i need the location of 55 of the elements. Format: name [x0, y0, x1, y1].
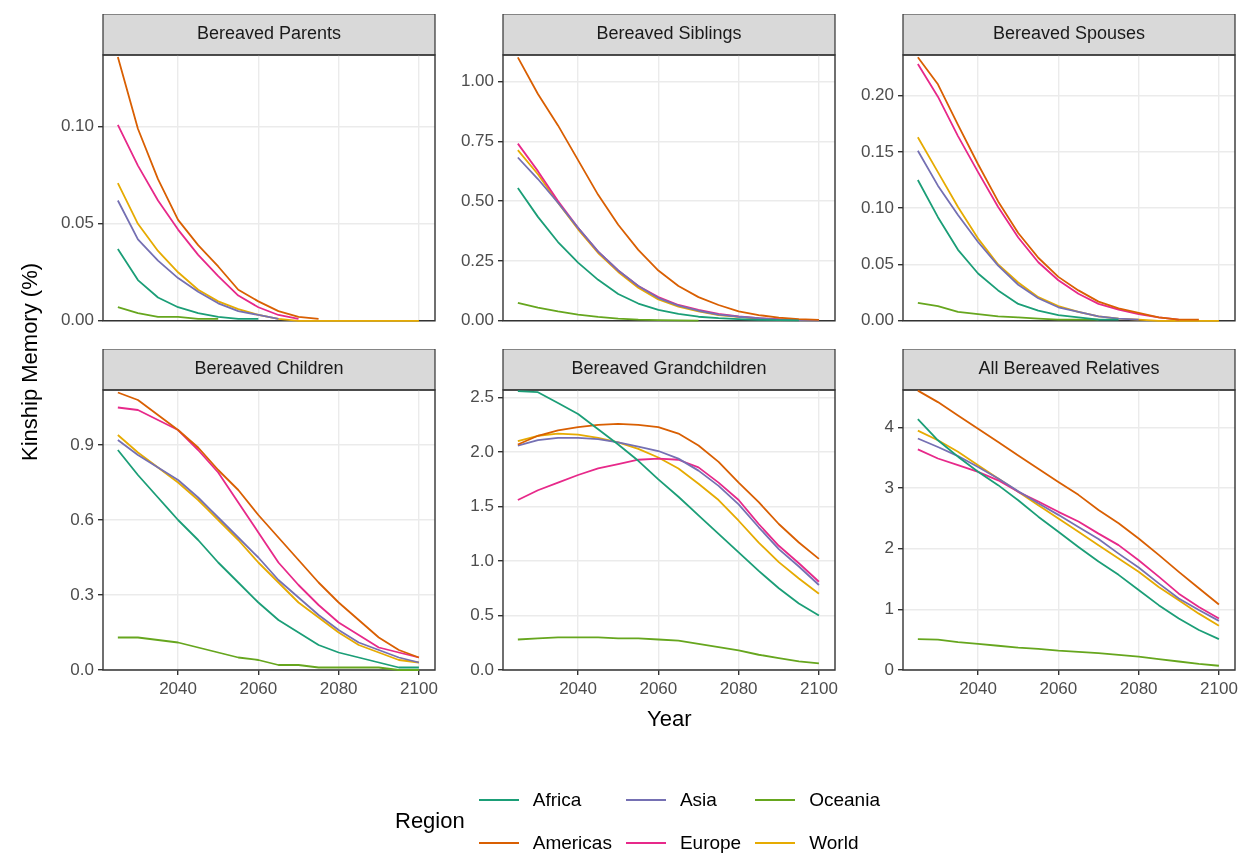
- x-tick-label: 2040: [959, 678, 997, 698]
- y-tick-label: 0.05: [860, 254, 894, 274]
- x-tick-label: 2040: [159, 678, 197, 698]
- x-tick-label: 2080: [1119, 678, 1158, 698]
- legend-label: Americas: [532, 831, 612, 854]
- legend-label: World: [809, 831, 859, 854]
- y-tick-label: 1.00: [460, 71, 494, 91]
- x-tick-label: 2100: [800, 678, 838, 698]
- x-tick-label: 2080: [319, 678, 358, 698]
- y-tick-label: 0.15: [860, 141, 894, 161]
- y-tick-label: 0.10: [60, 116, 94, 136]
- y-tick-label: 2.0: [470, 441, 494, 461]
- y-tick-label: 0.0: [70, 659, 94, 679]
- y-tick-label: 1.0: [470, 550, 494, 570]
- chart-title: Bereaved Siblings: [596, 23, 742, 44]
- y-tick-label: 0.05: [60, 213, 94, 233]
- y-tick-label: 2.5: [470, 387, 494, 407]
- chart-title: All Bereaved Relatives: [978, 358, 1160, 379]
- y-tick-label: 0.5: [470, 605, 494, 625]
- x-tick-label: 2060: [1039, 678, 1078, 698]
- y-tick-label: 0.9: [70, 434, 94, 454]
- legend-title: Region: [395, 808, 465, 834]
- chart-title: Bereaved Parents: [196, 23, 342, 44]
- x-tick-label: 2100: [400, 678, 438, 698]
- y-tick-label: 1.5: [470, 496, 494, 516]
- chart-title: Bereaved Spouses: [992, 23, 1146, 44]
- x-tick-label: 2040: [559, 678, 597, 698]
- y-tick-label: 0.25: [460, 250, 494, 270]
- chart-title: Bereaved Grandchildren: [571, 358, 767, 379]
- y-tick-label: 0.10: [860, 197, 894, 217]
- y-tick-label: 1: [884, 599, 894, 619]
- y-tick-label: 3: [884, 477, 894, 497]
- y-tick-label: 0.50: [460, 190, 494, 210]
- y-tick-label: 0.75: [460, 130, 494, 150]
- y-tick-label: 0.00: [60, 310, 94, 330]
- x-axis-title: Year: [647, 706, 692, 732]
- y-tick-label: 0.20: [860, 85, 894, 105]
- x-tick-label: 2060: [239, 678, 278, 698]
- y-tick-label: 0.00: [460, 310, 494, 330]
- y-tick-label: 0.6: [70, 509, 94, 529]
- y-tick-label: 0.0: [470, 659, 494, 679]
- legend-label: Africa: [532, 788, 582, 811]
- y-tick-label: 2: [884, 538, 894, 558]
- x-tick-label: 2060: [639, 678, 678, 698]
- x-tick-label: 2100: [1200, 678, 1238, 698]
- legend-label: Europe: [679, 831, 742, 854]
- y-axis-title: Kinship Memory (%): [17, 262, 43, 462]
- y-tick-label: 0.00: [860, 310, 894, 330]
- legend-label: Asia: [679, 788, 717, 811]
- chart-title: Bereaved Children: [194, 358, 344, 379]
- y-tick-label: 0: [884, 659, 894, 679]
- x-tick-label: 2080: [719, 678, 758, 698]
- legend-label: Oceania: [809, 788, 880, 811]
- y-tick-label: 0.3: [70, 584, 94, 604]
- y-tick-label: 4: [884, 417, 894, 437]
